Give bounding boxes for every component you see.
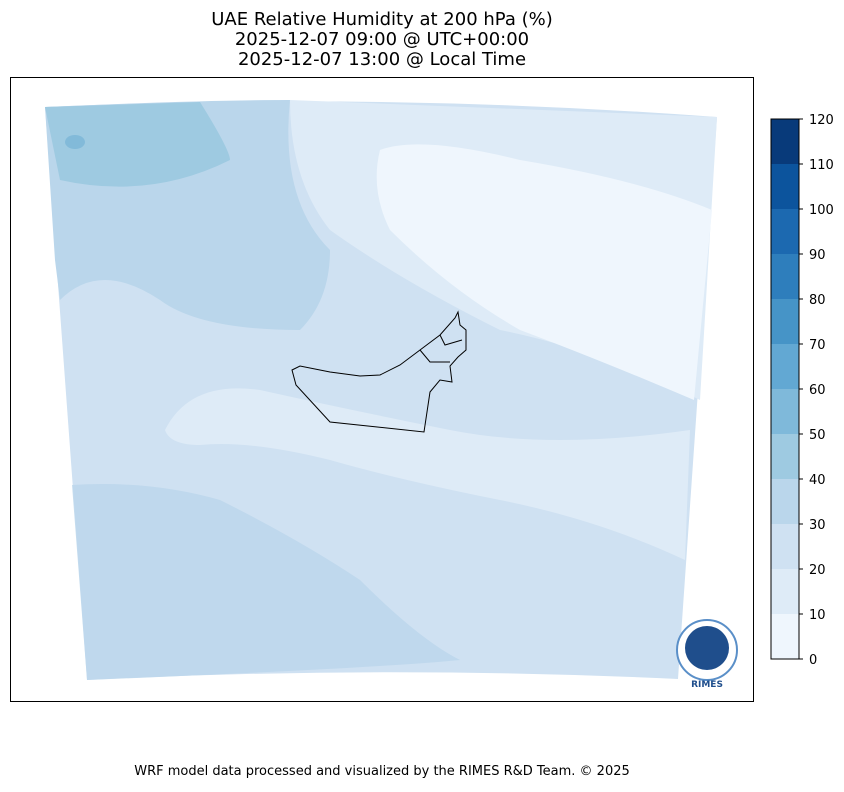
title-line: 2025-12-07 13:00 @ Local Time <box>238 49 526 70</box>
colorbar-tick-label: 120 <box>809 113 834 128</box>
colorbar-tick-label: 50 <box>809 428 826 443</box>
colorbar-band <box>771 299 799 344</box>
colorbar-tick-label: 70 <box>809 338 826 353</box>
title-line: 2025-12-07 09:00 @ UTC+00:00 <box>235 29 529 50</box>
colorbar-tick-label: 90 <box>809 248 826 263</box>
contour <box>45 102 230 187</box>
map <box>45 100 717 680</box>
colorbar-band <box>771 434 799 479</box>
colorbar-tick-label: 110 <box>809 158 834 173</box>
colorbar-band <box>771 119 799 164</box>
colorbar-band <box>771 389 799 434</box>
colorbar-band <box>771 344 799 389</box>
contour <box>165 388 690 560</box>
colorbar-band <box>771 164 799 209</box>
colorbar: 0 10 20 30 40 50 60 70 80 90 100 110 120 <box>770 113 834 668</box>
title-line: UAE Relative Humidity at 200 hPa (%) <box>211 9 552 30</box>
colorbar-band <box>771 524 799 569</box>
colorbar-band <box>771 479 799 524</box>
title: UAE Relative Humidity at 200 hPa (%)2025… <box>211 9 552 70</box>
logo-disc <box>685 626 729 670</box>
country-border <box>291 310 467 433</box>
colorbar-band <box>771 254 799 299</box>
colorbar-tick-label: 0 <box>809 653 817 668</box>
colorbar-band <box>771 614 799 659</box>
colorbar-tick-label: 30 <box>809 518 826 533</box>
colorbar-band <box>771 569 799 614</box>
logo: RIMES <box>676 619 738 690</box>
colorbar-tick-label: 10 <box>809 608 826 623</box>
colorbar-band <box>771 209 799 254</box>
logo-label: RIMES <box>691 680 723 690</box>
colorbar-tick-label: 80 <box>809 293 826 308</box>
contour <box>65 135 85 149</box>
footer: WRF model data processed and visualized … <box>134 764 630 779</box>
contour <box>72 484 460 680</box>
colorbar-tick-label: 20 <box>809 563 826 578</box>
colorbar-tick-label: 100 <box>809 203 834 218</box>
contour <box>376 144 712 400</box>
colorbar-tick-label: 40 <box>809 473 826 488</box>
colorbar-tick-label: 60 <box>809 383 826 398</box>
